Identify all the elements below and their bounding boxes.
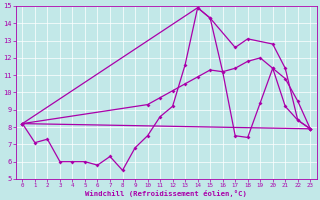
X-axis label: Windchill (Refroidissement éolien,°C): Windchill (Refroidissement éolien,°C)	[85, 190, 247, 197]
